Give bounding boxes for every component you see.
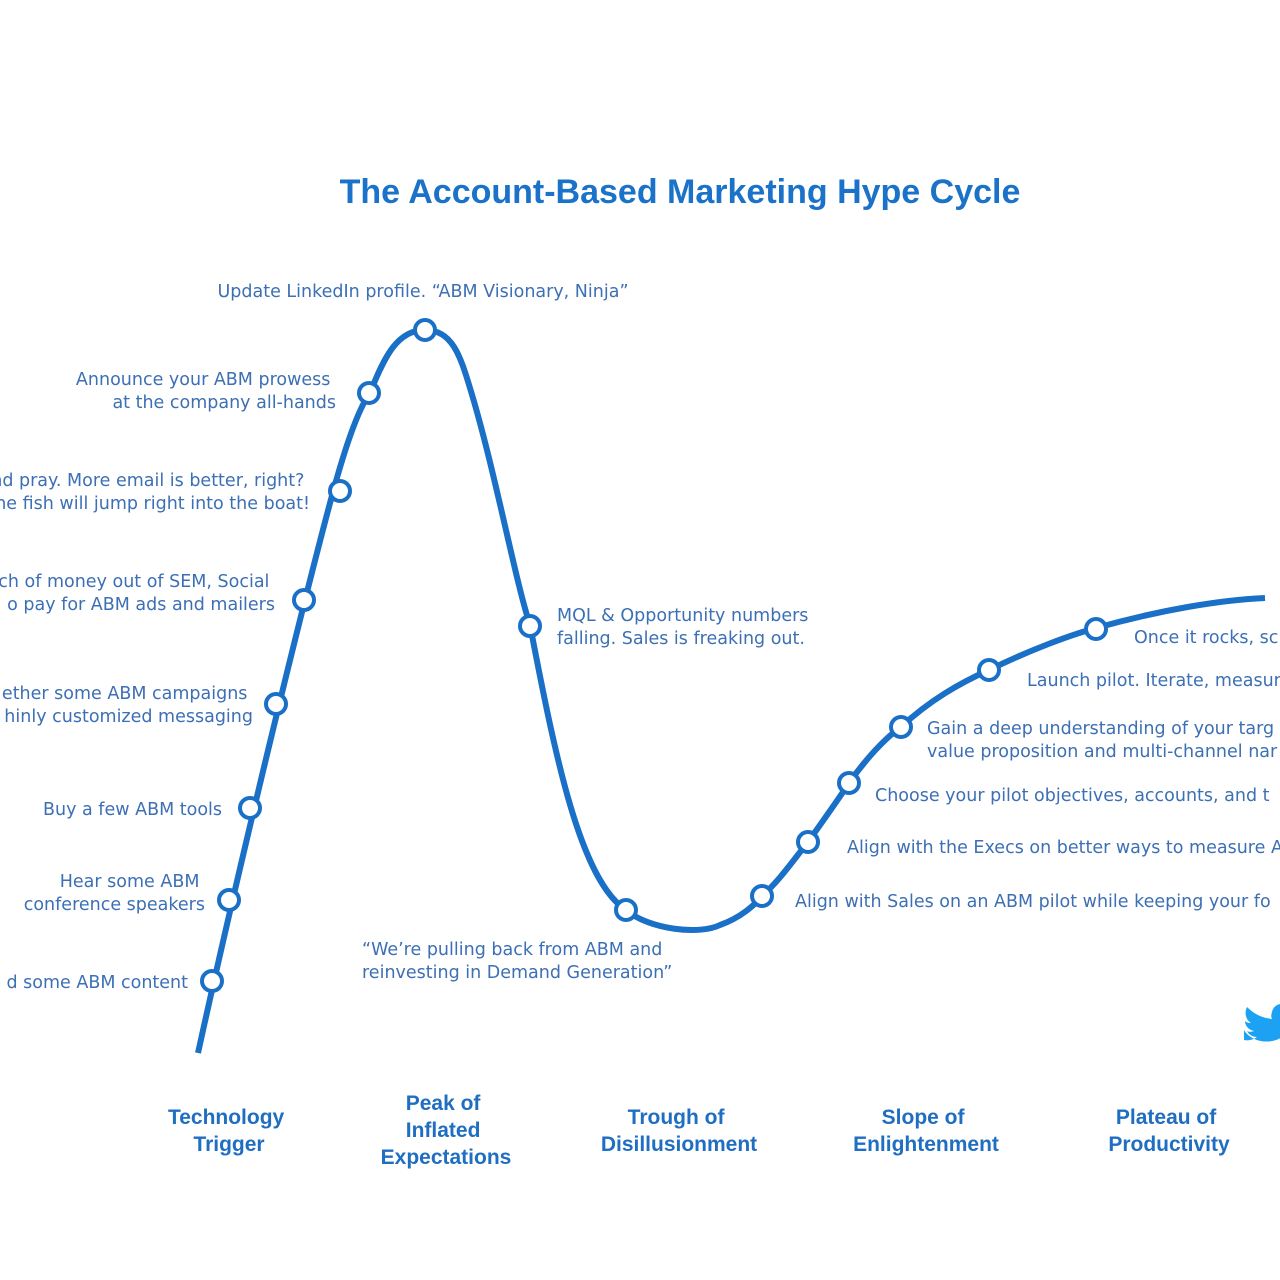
curve-node: [750, 884, 774, 908]
curve-node: [217, 888, 241, 912]
hype-curve: [195, 327, 1266, 1054]
annotation-label: ether some ABM campaigns hinly customize…: [2, 684, 253, 727]
annotation-label: Buy a few ABM tools: [43, 800, 222, 820]
annotation-label: ch of money out of SEM, Social o pay for…: [0, 572, 275, 615]
phase-label: Plateau of Productivity: [1108, 1106, 1230, 1156]
phase-labels: Technology Trigger Peak of Inflated Expe…: [168, 1092, 1230, 1169]
phase-label: Technology Trigger: [168, 1106, 290, 1156]
annotation-label: “We’re pulling back from ABM and reinves…: [362, 940, 672, 983]
curve-node: [837, 771, 861, 795]
curve-node: [238, 796, 262, 820]
annotation-label: nd pray. More email is better, right? he…: [0, 471, 310, 514]
twitter-bird-icon: [1244, 1004, 1280, 1042]
phase-label: Trough of Disillusionment: [601, 1106, 757, 1156]
curve-node: [518, 614, 542, 638]
annotation-label: d some ABM content: [6, 973, 188, 993]
phase-label: Peak of Inflated Expectations: [381, 1092, 512, 1169]
annotation-label: Align with the Execs on better ways to m…: [847, 838, 1280, 858]
curve-node: [292, 588, 316, 612]
annotation-label: Gain a deep understanding of your targ v…: [927, 719, 1280, 762]
annotation-label: Align with Sales on an ABM pilot while k…: [795, 892, 1271, 912]
annotation-label: MQL & Opportunity numbers falling. Sales…: [557, 606, 814, 649]
curve-node: [357, 381, 381, 405]
curve-node: [614, 898, 638, 922]
annotation-label: Announce your ABM prowess at the company…: [76, 370, 336, 413]
curve-node: [977, 658, 1001, 682]
phase-label: Slope of Enlightenment: [853, 1106, 999, 1156]
curve-node: [200, 969, 224, 993]
annotation-label: Launch pilot. Iterate, measur: [1027, 671, 1280, 691]
curve-node: [264, 692, 288, 716]
curve-node: [1084, 617, 1108, 641]
annotation-label: Update LinkedIn profile. “ABM Visionary,…: [217, 282, 628, 302]
curve-node: [889, 715, 913, 739]
annotation-label: Hear some ABM conference speakers: [24, 872, 205, 915]
curve-nodes: [200, 318, 1108, 993]
curve-node: [796, 830, 820, 854]
curve-node: [413, 318, 437, 342]
annotation-label: Choose your pilot objectives, accounts, …: [875, 786, 1270, 806]
diagram-title: The Account-Based Marketing Hype Cycle: [340, 173, 1021, 211]
annotation-label: Once it rocks, sc: [1134, 628, 1278, 648]
annotations: d some ABM content Hear some ABM confere…: [0, 282, 1280, 993]
curve-node: [328, 479, 352, 503]
